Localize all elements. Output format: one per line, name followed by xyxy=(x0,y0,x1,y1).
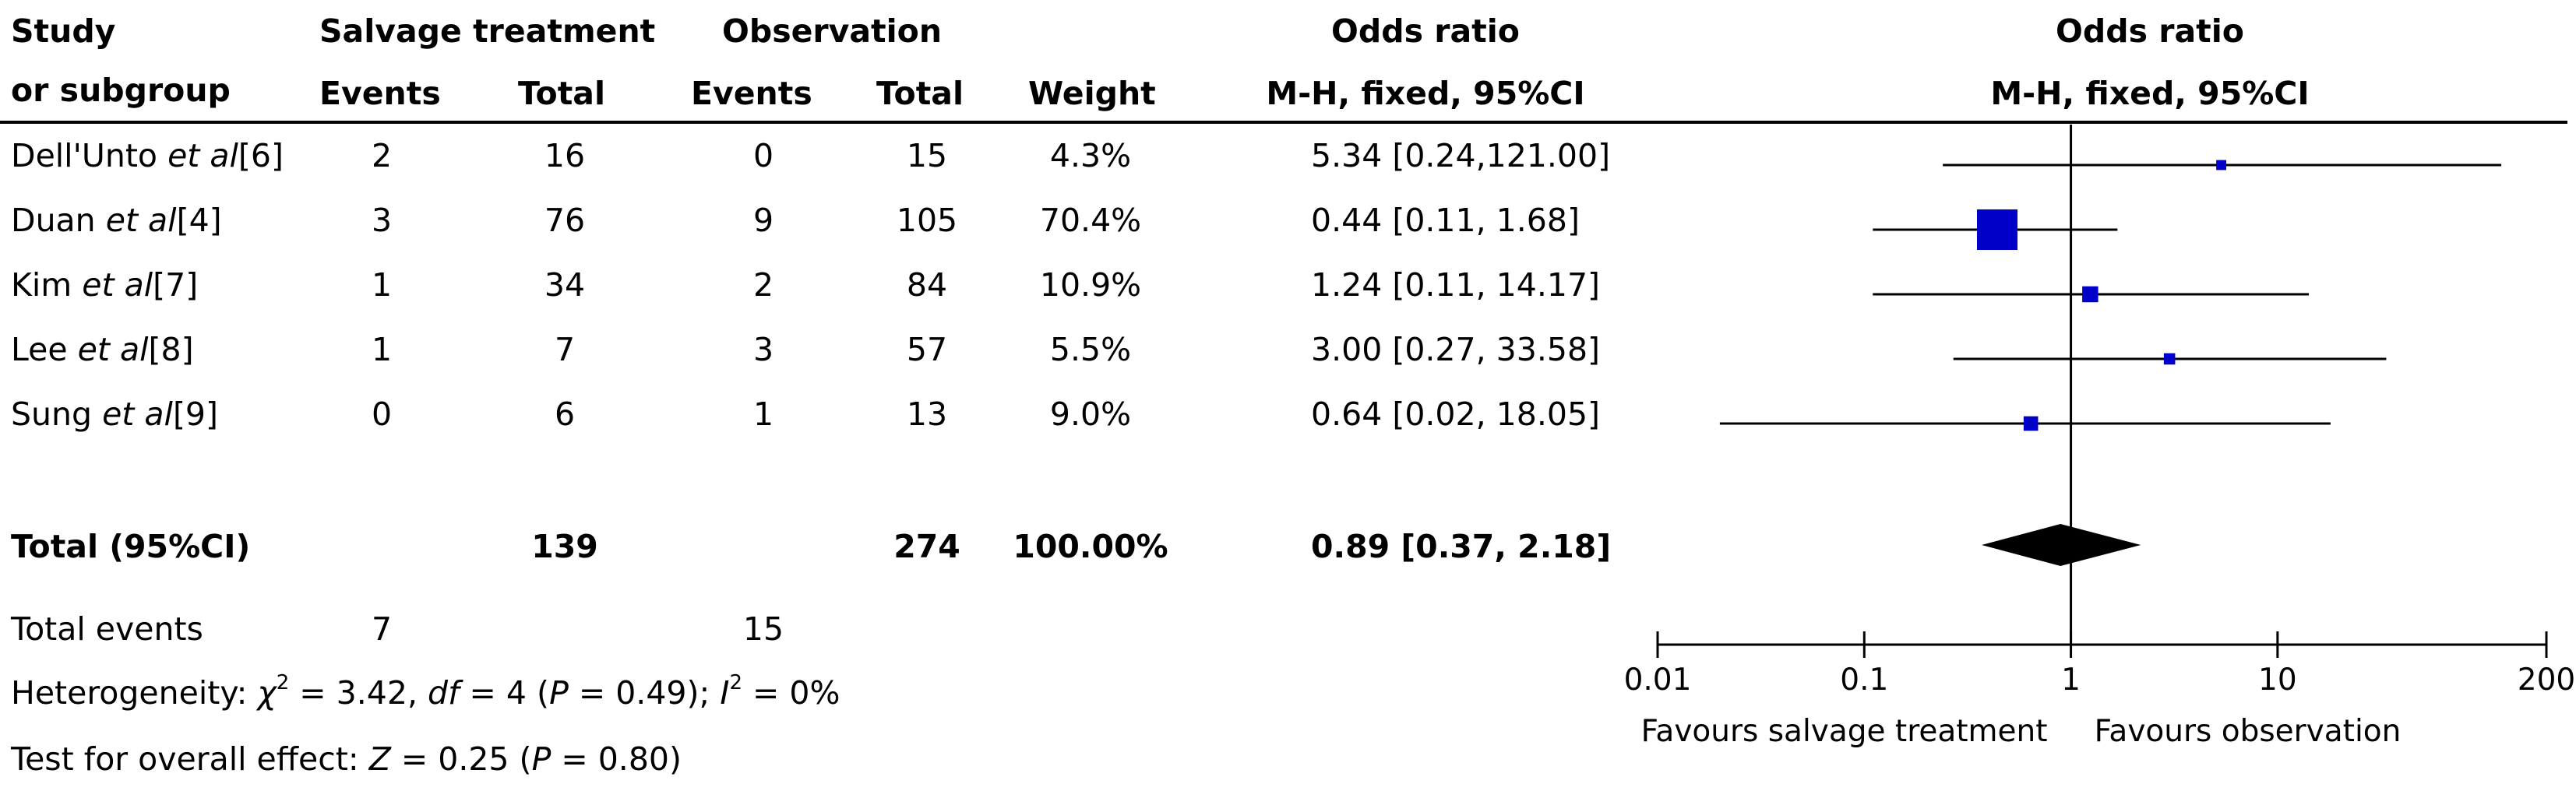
study-total-salvage: 16 xyxy=(544,137,586,174)
header-plot-method: M-H, fixed, 95%CI xyxy=(1990,75,2310,112)
study-events-salvage: 0 xyxy=(371,395,393,433)
study-or-ci: 3.00 [0.27, 33.58] xyxy=(1311,331,1601,368)
header-plot-title: Odds ratio xyxy=(2056,12,2244,50)
study-events-salvage: 3 xyxy=(371,202,393,239)
total-or-ci: 0.89 [0.37, 2.18] xyxy=(1311,528,1612,565)
study-name: Duan et al[4] xyxy=(11,202,222,239)
study-marker xyxy=(2163,353,2176,365)
overall-effect-text: Test for overall effect: Z = 0.25 (P = 0… xyxy=(11,740,682,778)
study-total-observation: 105 xyxy=(896,202,958,239)
study-weight: 10.9% xyxy=(1039,266,1142,304)
study-name: Lee et al[8] xyxy=(11,331,194,368)
study-total-observation: 57 xyxy=(906,331,948,368)
header-weight: Weight xyxy=(1028,75,1156,112)
events-observation: 15 xyxy=(742,610,784,648)
study-weight: 9.0% xyxy=(1049,395,1132,433)
total-salvage: 139 xyxy=(531,528,598,565)
total-weight: 100.00% xyxy=(1013,528,1168,565)
study-total-observation: 13 xyxy=(906,395,948,433)
study-or-ci: 0.44 [0.11, 1.68] xyxy=(1311,202,1580,239)
study-marker xyxy=(2082,286,2099,303)
study-or-ci: 1.24 [0.11, 14.17] xyxy=(1311,266,1601,304)
study-marker xyxy=(1976,209,2017,250)
study-events-salvage: 2 xyxy=(371,137,393,174)
study-marker xyxy=(2216,160,2227,170)
study-events-observation: 2 xyxy=(752,266,774,304)
study-total-salvage: 6 xyxy=(554,395,576,433)
favours-right-label: Favours observation xyxy=(2095,714,2402,749)
study-events-observation: 0 xyxy=(752,137,774,174)
header-total-2: Total xyxy=(876,75,964,112)
study-events-observation: 1 xyxy=(752,395,774,433)
favours-left-label: Favours salvage treatment xyxy=(1641,714,2048,749)
events-label: Total events xyxy=(11,610,203,648)
x-tick-label: 0.01 xyxy=(1624,663,1692,698)
study-marker xyxy=(2023,416,2039,431)
x-tick-label: 200 xyxy=(2518,663,2575,698)
study-name: Sung et al[9] xyxy=(11,395,219,433)
study-events-observation: 9 xyxy=(752,202,774,239)
total-observation: 274 xyxy=(893,528,960,565)
pooled-diamond xyxy=(1982,524,2141,566)
study-total-salvage: 34 xyxy=(544,266,586,304)
study-name: Kim et al[7] xyxy=(11,266,199,304)
x-tick-label: 1 xyxy=(2061,663,2081,698)
header-study: Study xyxy=(11,12,116,50)
header-or-title: Odds ratio xyxy=(1331,12,1520,50)
events-salvage: 7 xyxy=(371,610,393,648)
x-tick-label: 0.1 xyxy=(1840,663,1888,698)
header-group-salvage: Salvage treatment xyxy=(319,12,656,50)
header-or-method: M-H, fixed, 95%CI xyxy=(1266,75,1585,112)
study-weight: 4.3% xyxy=(1049,137,1132,174)
header-events-1: Events xyxy=(319,75,441,112)
study-total-salvage: 76 xyxy=(544,202,586,239)
study-total-observation: 15 xyxy=(906,137,948,174)
study-events-salvage: 1 xyxy=(371,331,393,368)
header-group-observation: Observation xyxy=(722,12,943,50)
header-events-2: Events xyxy=(691,75,812,112)
header-subgroup: or subgroup xyxy=(11,72,231,109)
study-events-observation: 3 xyxy=(752,331,774,368)
header-total-1: Total xyxy=(518,75,606,112)
x-tick-label: 10 xyxy=(2258,663,2297,698)
study-or-ci: 0.64 [0.02, 18.05] xyxy=(1311,395,1601,433)
study-events-salvage: 1 xyxy=(371,266,393,304)
study-weight: 5.5% xyxy=(1049,331,1132,368)
heterogeneity-text: Heterogeneity: χ2 = 3.42, df = 4 (P = 0.… xyxy=(11,671,840,712)
header-rule xyxy=(0,121,2567,124)
study-name: Dell'Unto et al[6] xyxy=(11,137,284,174)
study-total-salvage: 7 xyxy=(554,331,576,368)
study-or-ci: 5.34 [0.24,121.00] xyxy=(1311,137,1611,174)
total-label: Total (95%CI) xyxy=(11,528,251,565)
study-weight: 70.4% xyxy=(1039,202,1142,239)
study-total-observation: 84 xyxy=(906,266,948,304)
